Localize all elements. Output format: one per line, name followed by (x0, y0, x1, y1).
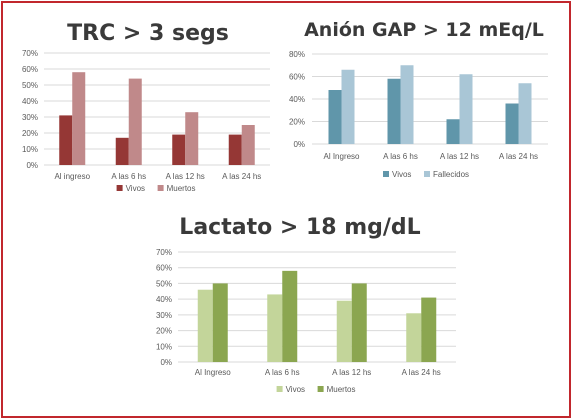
x-category-label: Al Ingreso (323, 152, 360, 161)
x-category-label: A las 6 hs (111, 172, 146, 181)
legend-label: Vivos (286, 385, 305, 394)
y-tick-label: 80% (289, 50, 305, 59)
y-tick-label: 60% (22, 65, 38, 74)
chart-lactato: Lactato > 18 mg/dL 0% 10% 20% 30% 40% 50% 60% 7… (156, 215, 456, 394)
y-tick-label: 20% (289, 118, 305, 127)
bar-vivos (115, 137, 129, 165)
bar-vivos (197, 289, 213, 362)
bar-vivos (505, 103, 519, 144)
bar-muertos (282, 270, 298, 362)
legend-swatch (383, 171, 389, 177)
y-tick-label: 60% (156, 264, 172, 273)
x-category-label: Al Ingreso (195, 368, 232, 377)
x-category-label: A las 24 hs (499, 152, 538, 161)
bar-muertos (241, 125, 255, 165)
bar-vivos (387, 78, 401, 144)
x-category-label: A las 24 hs (222, 172, 261, 181)
legend-label: Muertos (167, 184, 196, 193)
y-tick-label: 0% (26, 161, 38, 170)
legend-label: Fallecidos (433, 170, 469, 179)
bar-muertos (185, 112, 199, 165)
y-tick-label: 50% (22, 81, 38, 90)
bar-muertos (128, 78, 142, 165)
x-category-label: A las 24 hs (402, 368, 441, 377)
y-tick-label: 70% (156, 248, 172, 257)
legend-swatch (317, 386, 324, 392)
bar-vivos (267, 294, 283, 362)
bar-vivos (328, 90, 342, 144)
y-tick-label: 40% (156, 295, 172, 304)
bar-fallecidos (341, 69, 355, 144)
y-tick-label: 10% (156, 342, 172, 351)
legend-swatch (424, 171, 430, 177)
y-tick-label: 30% (22, 113, 38, 122)
x-category-label: A las 6 hs (383, 152, 418, 161)
bar-muertos (72, 72, 86, 165)
legend-swatch (116, 185, 123, 191)
chart-title: Lactato > 18 mg/dL (179, 215, 420, 240)
bar-fallecidos (518, 83, 532, 144)
chart-trc: TRC > 3 segs 0% 10% 20% 30% 40% 50% 60% 70% Al i… (22, 21, 270, 193)
y-tick-label: 20% (156, 327, 172, 336)
y-tick-label: 20% (22, 129, 38, 138)
legend-swatch (276, 386, 283, 392)
y-tick-label: 40% (22, 97, 38, 106)
y-tick-label: 0% (293, 140, 305, 149)
bar-muertos (421, 297, 437, 362)
legend-label: Vivos (392, 170, 411, 179)
x-category-label: A las 12 hs (440, 152, 479, 161)
x-category-label: A las 12 hs (332, 368, 371, 377)
x-category-label: A las 12 hs (166, 172, 205, 181)
chart-title: TRC > 3 segs (67, 21, 229, 46)
bar-vivos (446, 119, 460, 144)
bar-vivos (336, 300, 352, 362)
bar-muertos (212, 283, 228, 362)
bar-vivos (228, 134, 242, 165)
legend-label: Vivos (126, 184, 145, 193)
bar-muertos (351, 283, 367, 362)
y-tick-label: 50% (156, 279, 172, 288)
legend-label: Muertos (327, 385, 356, 394)
y-tick-label: 10% (22, 145, 38, 154)
legend-swatch (157, 185, 164, 191)
bar-fallecidos (459, 74, 473, 144)
bar-vivos (59, 115, 73, 165)
y-tick-label: 60% (289, 73, 305, 82)
y-tick-label: 70% (22, 49, 38, 58)
y-tick-label: 40% (289, 95, 305, 104)
x-category-label: A las 6 hs (265, 368, 300, 377)
bar-vivos (172, 134, 186, 165)
bar-vivos (406, 313, 422, 362)
bar-fallecidos (400, 65, 414, 144)
x-category-label: Al ingreso (54, 172, 90, 181)
y-tick-label: 30% (156, 311, 172, 320)
y-tick-label: 0% (160, 358, 172, 367)
chart-title: Anión GAP > 12 mEq/L (304, 19, 544, 41)
chart-anion-gap: Anión GAP > 12 mEq/L 0% 20% 40% 60% 80% Al In… (289, 19, 548, 179)
